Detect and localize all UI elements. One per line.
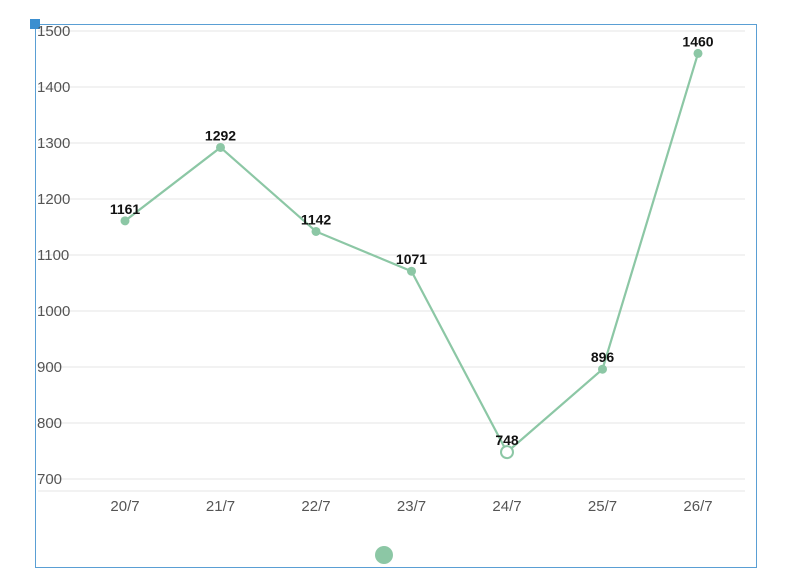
x-tick-label: 26/7 <box>683 498 712 515</box>
legend-marker-icon[interactable] <box>375 546 393 564</box>
y-axis: 700 800 900 1000 1100 1200 1300 1400 1500 <box>37 23 70 488</box>
y-tick-label: 1500 <box>37 23 70 40</box>
x-tick-label: 22/7 <box>301 498 330 515</box>
data-label: 1071 <box>396 251 427 267</box>
y-tick-label: 1100 <box>37 247 69 264</box>
data-point[interactable] <box>693 48 703 58</box>
y-tick-label: 1400 <box>37 79 70 96</box>
data-label: 1142 <box>301 211 332 227</box>
y-tick-label: 1300 <box>37 135 70 152</box>
data-points <box>120 48 703 460</box>
data-label: 896 <box>591 349 615 365</box>
x-tick-label: 23/7 <box>397 498 426 515</box>
y-tick-label: 1000 <box>37 303 70 320</box>
x-tick-label: 21/7 <box>206 498 235 515</box>
data-point[interactable] <box>598 364 607 374</box>
x-tick-label: 20/7 <box>110 498 139 515</box>
y-tick-label: 900 <box>37 359 62 376</box>
y-tick-label: 800 <box>37 415 62 432</box>
x-tick-label: 25/7 <box>588 498 617 515</box>
data-point[interactable] <box>120 216 130 226</box>
data-labels: 1161 1292 1142 1071 748 896 1460 <box>110 33 714 448</box>
x-axis: 20/7 21/7 22/7 23/7 24/7 25/7 26/7 <box>110 498 712 515</box>
y-tick-label: 1200 <box>37 191 70 208</box>
data-point[interactable] <box>311 226 321 236</box>
data-point[interactable] <box>407 266 416 276</box>
grid-lines <box>38 30 745 492</box>
resize-handle-icon[interactable] <box>30 19 40 29</box>
data-label: 1460 <box>682 33 713 49</box>
data-point[interactable] <box>216 142 225 152</box>
x-tick-label: 24/7 <box>492 498 521 515</box>
data-label: 1292 <box>205 127 236 143</box>
y-tick-label: 700 <box>37 471 62 488</box>
data-label: 748 <box>495 432 519 448</box>
data-label: 1161 <box>110 201 141 217</box>
data-point[interactable] <box>500 445 514 460</box>
chart-frame <box>35 24 757 568</box>
